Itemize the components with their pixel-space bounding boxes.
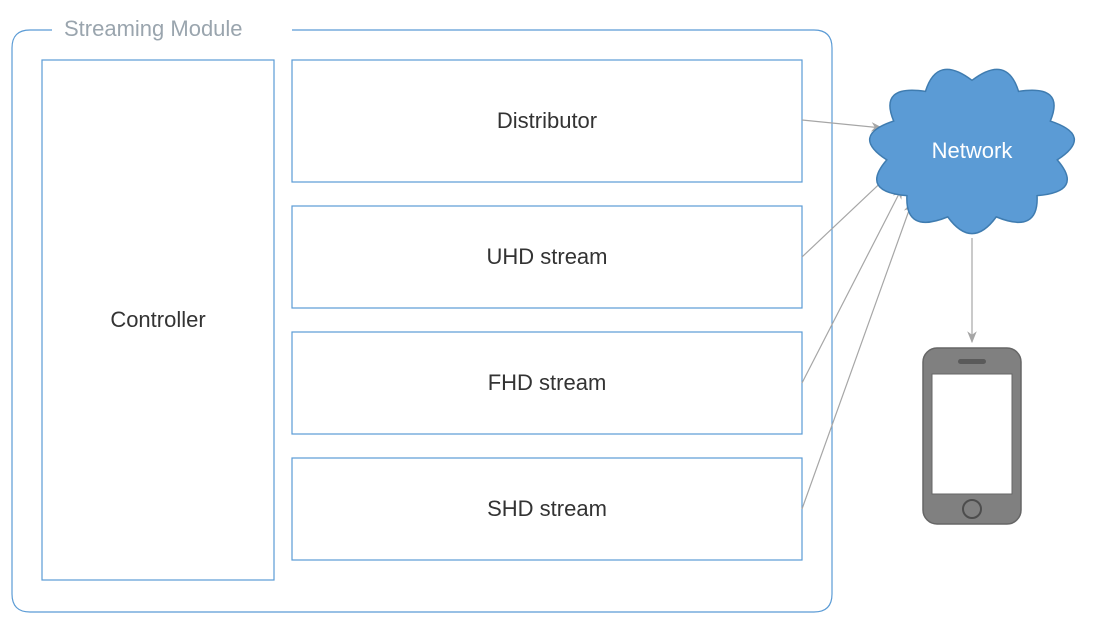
shd-box: SHD stream bbox=[292, 458, 802, 560]
edge-shd-to-network bbox=[802, 202, 912, 509]
controller-box: Controller bbox=[42, 60, 274, 580]
streaming-module-title: Streaming Module bbox=[64, 16, 243, 41]
network-cloud-icon: Network bbox=[870, 69, 1075, 233]
distributor-label: Distributor bbox=[497, 108, 597, 133]
phone-icon bbox=[923, 348, 1021, 524]
controller-label: Controller bbox=[110, 307, 205, 332]
shd-label: SHD stream bbox=[487, 496, 607, 521]
distributor-box: Distributor bbox=[292, 60, 802, 182]
uhd-label: UHD stream bbox=[486, 244, 607, 269]
network-label: Network bbox=[932, 138, 1014, 163]
fhd-label: FHD stream bbox=[488, 370, 607, 395]
fhd-box: FHD stream bbox=[292, 332, 802, 434]
edge-distributor-to-network bbox=[802, 120, 882, 128]
edge-fhd-to-network bbox=[802, 188, 902, 383]
uhd-box: UHD stream bbox=[292, 206, 802, 308]
